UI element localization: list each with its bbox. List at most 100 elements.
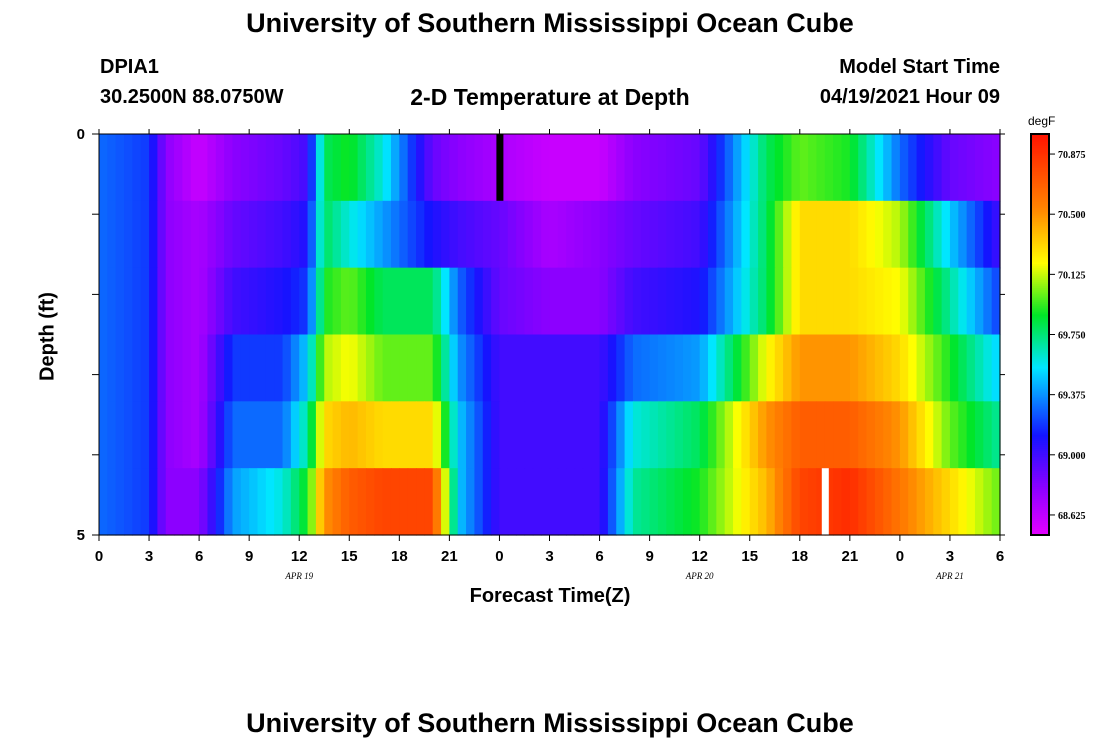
heatmap-cell <box>441 267 450 336</box>
heatmap-cell <box>449 334 459 402</box>
heatmap-cell <box>399 200 409 269</box>
heatmap-cell <box>574 267 584 336</box>
model-start-label: Model Start Time <box>839 56 1000 78</box>
heatmap-cell <box>499 401 509 469</box>
heatmap-cell <box>849 334 859 402</box>
heatmap-cell <box>741 267 751 336</box>
heatmap-cell <box>733 334 742 402</box>
colorbar-swatch <box>1031 362 1049 366</box>
heatmap-cell <box>899 134 909 202</box>
colorbar-swatch <box>1031 444 1049 448</box>
heatmap-cell <box>783 200 793 269</box>
colorbar-swatch <box>1031 240 1049 243</box>
colorbar-swatch <box>1031 198 1049 201</box>
heatmap-cell <box>716 200 726 269</box>
heatmap-cell <box>891 468 901 536</box>
heatmap-cell <box>532 200 542 269</box>
heatmap-cell <box>365 200 375 269</box>
heatmap-cell <box>124 468 133 536</box>
heatmap-cell <box>424 401 434 469</box>
heatmap-cell <box>874 334 884 402</box>
colorbar-swatch <box>1031 356 1049 360</box>
heatmap-cell <box>457 334 467 402</box>
heatmap-cell <box>507 200 517 269</box>
heatmap-cell <box>449 401 459 469</box>
heatmap-cell <box>299 401 309 469</box>
colorbar-swatch <box>1031 190 1049 193</box>
colorbar-swatch <box>1031 398 1049 402</box>
heatmap-cell <box>207 334 217 402</box>
heatmap-cell <box>299 468 309 536</box>
heatmap-cell <box>407 267 417 336</box>
heatmap-cell <box>524 267 534 336</box>
heatmap-cell <box>507 468 517 536</box>
heatmap-cell <box>507 134 517 202</box>
colorbar-swatch <box>1031 170 1049 173</box>
heatmap-cell <box>974 267 984 336</box>
colorbar-swatch <box>1031 386 1049 390</box>
heatmap-cell <box>624 200 634 269</box>
heatmap-cell <box>407 468 417 536</box>
colorbar-swatch <box>1031 258 1049 261</box>
heatmap-cell <box>99 334 108 402</box>
colorbar-swatch <box>1031 316 1049 320</box>
heatmap-cell <box>390 468 400 536</box>
heatmap-cell <box>132 200 142 269</box>
heatmap-cell <box>207 401 217 469</box>
colorbar-swatch <box>1031 516 1049 520</box>
heatmap-cell <box>541 468 551 536</box>
x-tick-label: 3 <box>545 548 553 565</box>
colorbar-swatch <box>1031 150 1049 153</box>
heatmap-cell <box>924 267 934 336</box>
heatmap-cell <box>916 468 926 536</box>
heatmap-cell <box>457 267 467 336</box>
colorbar-swatch <box>1031 424 1049 428</box>
heatmap-cell <box>265 334 275 402</box>
heatmap-cell <box>466 267 476 336</box>
heatmap-cell <box>99 134 108 202</box>
heatmap-cell <box>482 468 492 536</box>
colorbar-swatch <box>1031 360 1049 364</box>
heatmap-cell <box>974 200 984 269</box>
colorbar-swatch <box>1031 230 1049 233</box>
heatmap-cell <box>924 401 934 469</box>
heatmap-cell <box>766 267 776 336</box>
heatmap-cell <box>641 267 651 336</box>
heatmap-cell <box>958 134 968 202</box>
heatmap-cell <box>816 267 826 336</box>
heatmap-cell <box>557 134 567 202</box>
colorbar-tick-label: 70.875 <box>1058 150 1086 161</box>
heatmap-cell <box>674 401 684 469</box>
heatmap-cell <box>324 401 334 469</box>
colorbar-swatch <box>1031 256 1049 259</box>
heatmap-cell <box>749 468 759 536</box>
heatmap-cell <box>941 267 951 336</box>
heatmap-cell <box>340 401 350 469</box>
heatmap-cell <box>933 267 943 336</box>
colorbar-swatch <box>1031 432 1049 436</box>
heatmap-cell <box>566 267 576 336</box>
x-tick-label: 15 <box>741 548 758 565</box>
heatmap-cell <box>808 200 818 269</box>
heatmap-cell <box>524 200 534 269</box>
heatmap-cell <box>866 134 876 202</box>
heatmap-cell <box>883 468 893 536</box>
heatmap-cell <box>758 401 767 469</box>
heatmap-cell <box>916 267 926 336</box>
heatmap-cell <box>399 468 409 536</box>
heatmap-cell <box>315 468 325 536</box>
heatmap-cell <box>632 334 642 402</box>
heatmap-cell <box>716 401 726 469</box>
heatmap-cell <box>849 267 859 336</box>
colorbar-swatch <box>1031 346 1049 350</box>
colorbar-swatch <box>1031 134 1049 137</box>
y-tick-label: 5 <box>77 527 85 544</box>
colorbar-swatch <box>1031 310 1049 314</box>
colorbar-swatch <box>1031 522 1049 526</box>
heatmap-cell <box>899 401 909 469</box>
heatmap-cell <box>332 200 342 269</box>
heatmap-cell <box>599 334 609 402</box>
heatmap-cell <box>849 401 859 469</box>
heatmap-cell <box>390 200 400 269</box>
colorbar-swatch <box>1031 324 1049 328</box>
